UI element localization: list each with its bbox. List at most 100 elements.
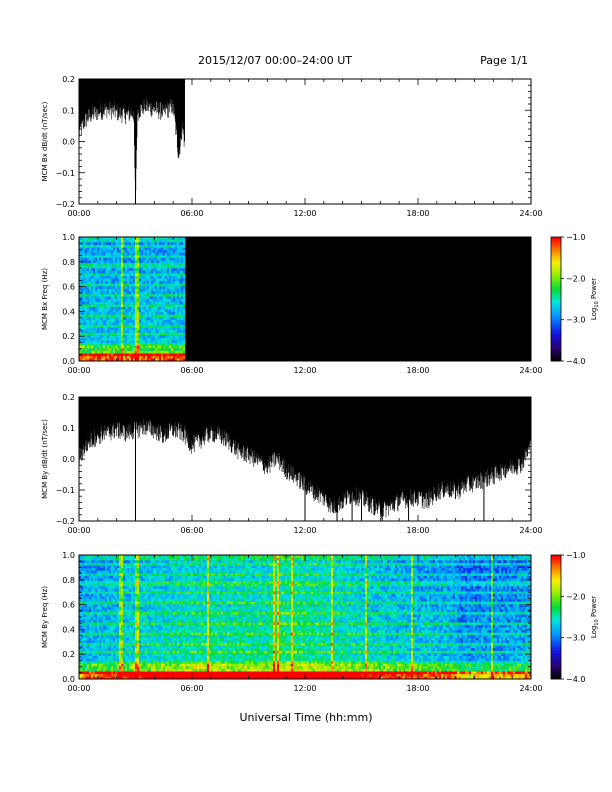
spectrogram-cell [141,668,144,672]
spectrogram-cell [145,663,148,667]
spectrogram-cell [161,658,164,662]
spectrogram-cell [125,660,128,664]
spectrogram-cell [149,614,152,618]
spectrogram-cell [135,265,138,269]
spectrogram-cell [127,650,130,654]
spectrogram-cell [139,291,142,295]
spectrogram-cell [161,242,164,245]
spectrogram-cell [145,273,148,276]
spectrogram-cell [171,345,174,349]
spectrogram-cell [85,671,88,675]
spectrogram-cell [97,268,100,271]
spectrogram-cell [145,306,148,310]
spectrogram-cell [89,239,92,243]
spectrogram-cell [133,296,136,300]
spectrogram-cell [153,319,156,323]
spectrogram-cell [133,273,136,276]
spectrogram-cell [99,288,102,292]
spectrogram-cell [95,562,98,566]
spectrogram-cell [151,358,154,362]
spectrogram-cell [117,570,120,574]
spectrogram-cell [109,673,112,677]
spectrogram-cell [181,319,184,323]
spectrogram-cell [87,586,90,589]
spectrogram-cell [177,255,180,258]
spectrogram-cell [105,596,108,600]
spectrogram-cell [181,309,184,313]
spectrogram-cell [151,557,154,561]
spectrogram-cell [151,660,154,664]
spectrogram-cell [131,588,134,592]
spectrogram-cell [81,658,84,662]
spectrogram-cell [99,330,102,333]
spectrogram-cell [147,319,150,323]
spectrogram-cell [99,668,102,672]
spectrogram-cell [97,296,100,300]
spectrogram-cell [87,332,90,336]
spectrogram-cell [101,348,104,351]
spectrogram-cell [153,288,156,292]
spectrogram-cell [163,237,166,240]
spectrogram-cell [171,244,174,248]
spectrogram-cell [123,627,126,631]
spectrogram-cell [153,262,156,266]
spectrogram-cell [115,650,118,654]
spectrogram-cell [85,322,88,326]
spectrogram-cell [167,257,170,261]
spectrogram-cell [123,560,126,563]
spectrogram-cell [149,666,152,669]
spectrogram-cell [87,353,90,357]
spectrogram-cell [153,291,156,295]
spectrogram-cell [111,627,114,631]
spectrogram-cell [87,309,90,313]
spectrogram-cell [123,658,126,662]
spectrogram-cell [137,309,140,313]
spectrogram-cell [123,598,126,602]
spectrogram-cell [143,237,146,240]
spectrogram-cell [177,244,180,248]
colorbar-segment [551,340,561,343]
spectrogram-cell [91,655,94,659]
spectrogram-cell [125,345,128,349]
spectrogram-cell [137,673,140,677]
spectrogram-cell [155,565,158,569]
spectrogram-cell [135,332,138,336]
spectrogram-cell [85,622,88,625]
spectrogram-cell [125,280,128,284]
spectrogram-cell [103,588,106,592]
spectrogram-cell [87,252,90,256]
spectrogram-cell [99,596,102,600]
spectrogram-cell [155,239,158,243]
spectrogram-cell [133,655,136,659]
spectrogram-cell [115,299,118,302]
spectrogram-cell [133,583,136,587]
spectrogram-cell [95,650,98,654]
spectrogram-cell [167,249,170,253]
spectrogram-cell [115,330,118,333]
spectrogram-cell [131,560,134,563]
colorbar-segment [551,319,561,323]
spectrogram-cell [125,606,128,610]
spectrogram-cell [79,632,82,636]
spectrogram-cell [147,262,150,266]
spectrogram-cell [121,358,124,362]
spectrogram-cell [161,673,164,677]
spectrogram-cell [87,299,90,302]
spectrogram-cell [109,658,112,662]
colorbar-segment [551,321,561,325]
spectrogram-cell [117,671,120,675]
spectrogram-cell [99,324,102,328]
spectrogram-cell [149,648,152,651]
spectrogram-cell [89,247,92,251]
spectrogram-cell [107,591,110,594]
spectrogram-cell [119,555,122,558]
spectrogram-cells [79,555,532,680]
spectrogram-cell [181,296,184,300]
spectrogram-cell [183,242,186,245]
spectrogram-cell [161,348,164,351]
spectrogram-cell [147,655,150,659]
spectrogram-cell [93,275,96,279]
spectrogram-cell [127,645,130,649]
spectrogram-cell [137,591,140,594]
spectrogram-cell [103,583,106,587]
